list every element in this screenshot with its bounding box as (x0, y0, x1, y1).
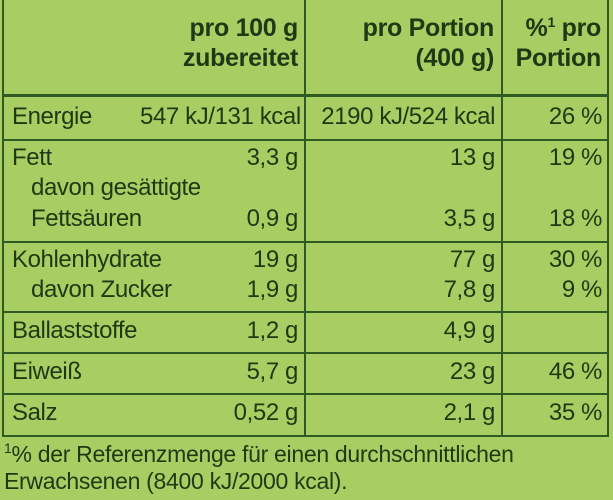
column-divider (501, 0, 503, 437)
header-per-portion: pro Portion (400 g) (330, 13, 495, 73)
cell-fettsaeuren-per100: 0,9 g (246, 205, 299, 232)
cell-ballaststoffe-per100: 1,2 g (246, 317, 299, 344)
row-label-kohlenhydrate: Kohlenhydrate (12, 246, 162, 273)
row-label-salz: Salz (12, 399, 58, 426)
header-percent-ri-line2: Portion (515, 44, 602, 72)
header-per-100g-line2: zubereitet (182, 44, 298, 72)
footnote-line2: Erwachsenen (8400 kJ/2000 kcal). (4, 468, 348, 494)
row-divider (2, 311, 609, 313)
cell-fett-portion: 13 g (449, 144, 496, 171)
cell-energie-pct: 26 % (548, 103, 603, 130)
row-divider (2, 352, 609, 354)
cell-zucker-per100: 1,9 g (246, 276, 299, 303)
cell-fettsaeuren-pct: 18 % (548, 205, 603, 232)
cell-eiweiss-portion: 23 g (449, 358, 496, 385)
header-percent-ri: %1 pro Portion (506, 13, 602, 73)
row-divider (2, 139, 609, 141)
footnote-line1: 1% der Referenzmenge für einen durchschn… (4, 440, 514, 467)
footnote: 1% der Referenzmenge für einen durchschn… (4, 441, 514, 495)
row-divider (2, 393, 609, 395)
cell-salz-pct: 35 % (548, 399, 603, 426)
row-label-ballaststoffe: Ballaststoffe (12, 317, 138, 344)
cell-eiweiss-pct: 46 % (548, 358, 603, 385)
header-per-portion-line1: pro Portion (362, 14, 495, 42)
cell-kohlenhydrate-per100: 19 g (252, 246, 299, 273)
row-label-fett: Fett (12, 144, 52, 171)
row-divider (2, 241, 609, 243)
header-percent-ri-line1: %1 pro (525, 14, 602, 42)
row-label-davon-zucker: davon Zucker (31, 276, 172, 303)
header-per-100g: pro 100 g zubereitet (180, 13, 298, 73)
cell-zucker-pct: 9 % (561, 276, 603, 303)
row-label-energie: Energie (12, 103, 92, 130)
row-label-fettsaeuren: Fettsäuren (31, 205, 142, 232)
cell-fettsaeuren-portion: 3,5 g (443, 205, 496, 232)
header-divider (2, 94, 609, 97)
cell-salz-per100: 0,52 g (233, 399, 299, 426)
cell-kohlenhydrate-pct: 30 % (548, 246, 603, 273)
header-per-portion-line2: (400 g) (415, 44, 495, 72)
cell-energie-portion: 2190 kJ/524 kcal (321, 103, 495, 130)
cell-salz-portion: 2,1 g (443, 399, 496, 426)
column-divider (304, 0, 306, 437)
cell-eiweiss-per100: 5,7 g (246, 358, 299, 385)
cell-fett-per100: 3,3 g (246, 144, 299, 171)
cell-fett-pct: 19 % (548, 144, 603, 171)
cell-ballaststoffe-portion: 4,9 g (443, 317, 496, 344)
cell-kohlenhydrate-portion: 77 g (449, 246, 496, 273)
header-per-100g-line1: pro 100 g (189, 14, 299, 42)
row-label-davon-gesaettigte: davon gesättigte (31, 174, 201, 201)
row-label-eiweiss: Eiweiß (12, 358, 82, 385)
cell-zucker-portion: 7,8 g (443, 276, 496, 303)
cell-energie-per100: 547 kJ/131 kcal (140, 103, 301, 130)
